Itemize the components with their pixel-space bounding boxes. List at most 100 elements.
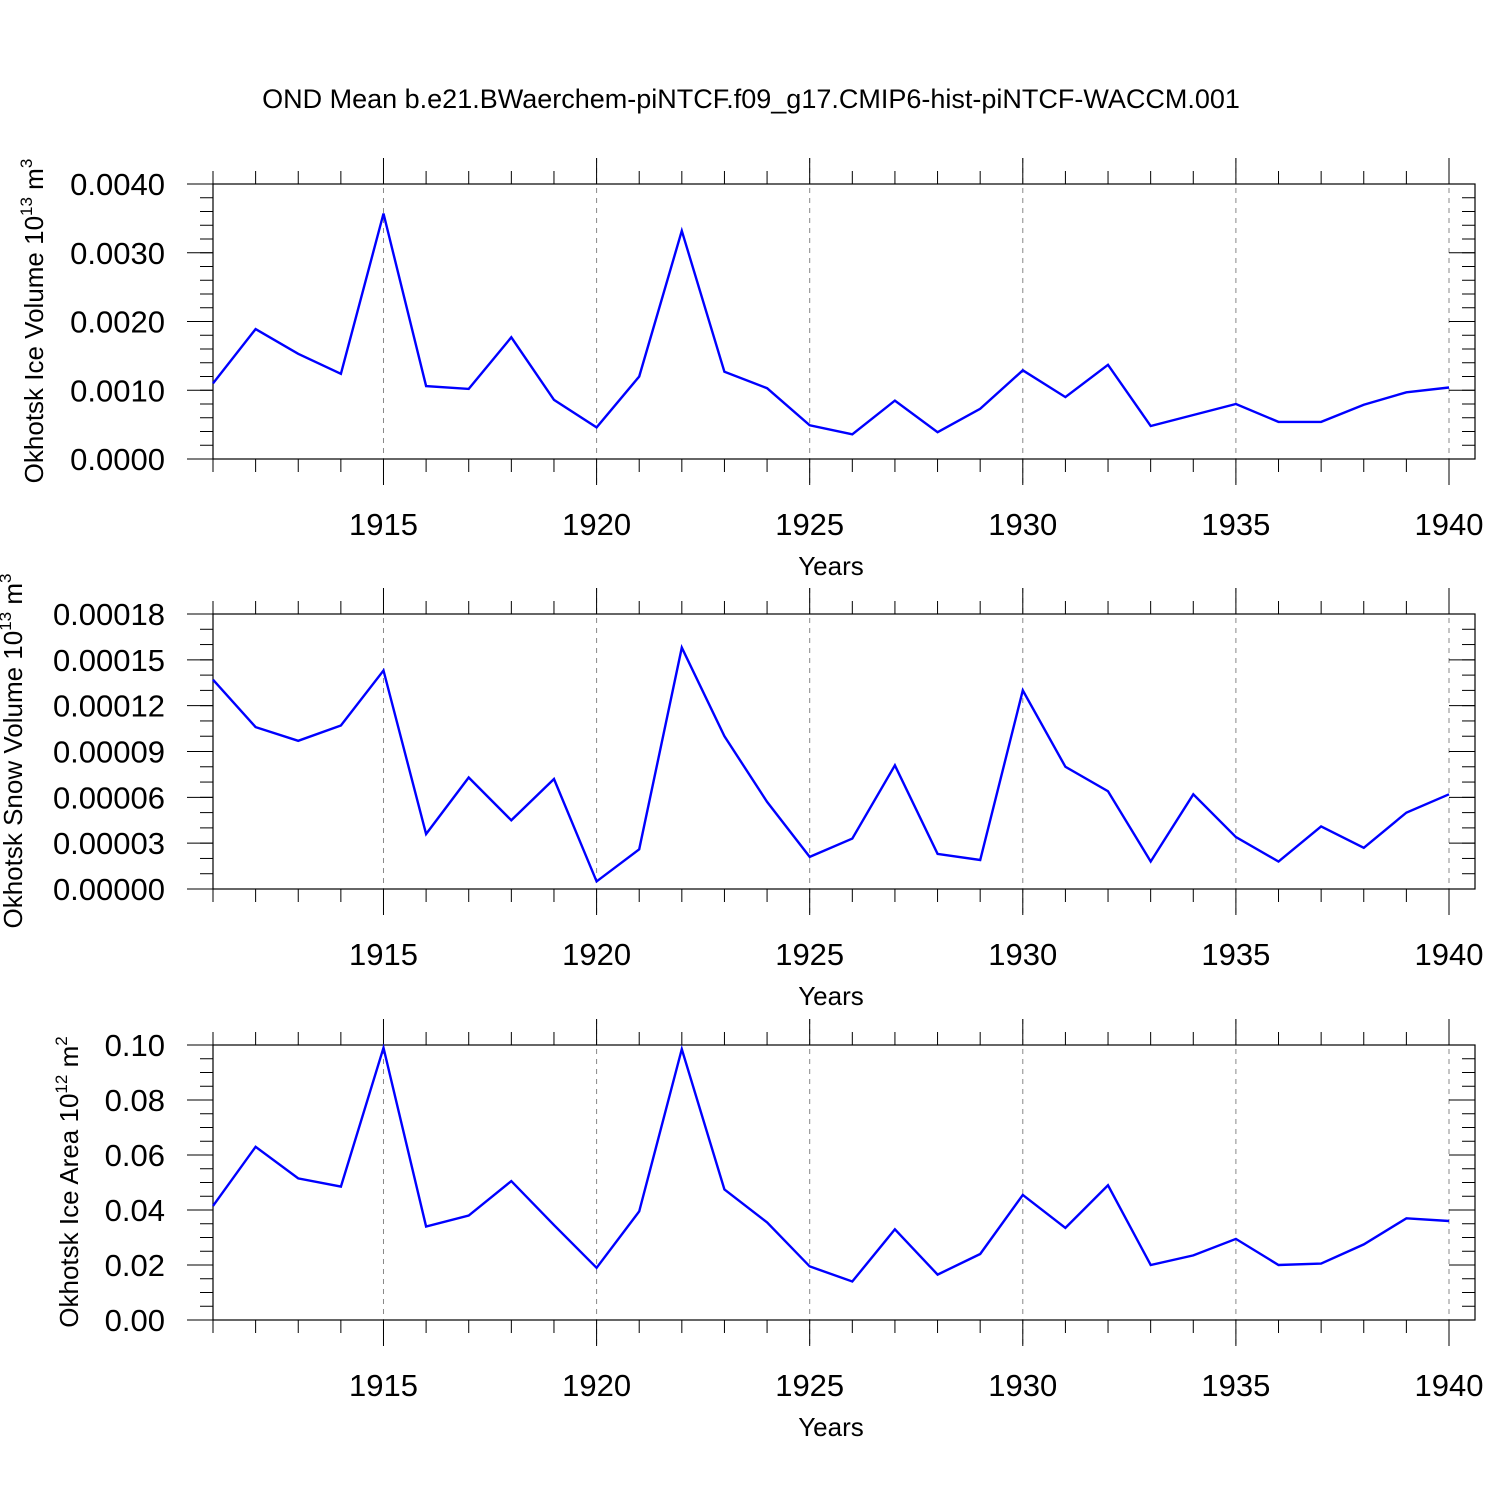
ice-area-y-tick-label: 0.06 xyxy=(105,1138,165,1173)
ice-area-y-tick-label: 0.00 xyxy=(105,1303,165,1338)
ice-area-data-point xyxy=(1447,1219,1451,1223)
ice-area-x-axis-label: Years xyxy=(798,1412,864,1442)
snow-volume-data-point xyxy=(339,724,343,728)
ice-volume-x-axis-label: Years xyxy=(798,551,864,581)
ice-area-y-axis-label: Okhotsk Ice Area 1012 m2 xyxy=(52,1036,84,1327)
snow-volume-data-point xyxy=(765,800,769,804)
snow-volume-data-point xyxy=(552,777,556,781)
ice-volume-data-point xyxy=(680,229,684,233)
ice-volume-data-point xyxy=(1149,424,1153,428)
ice-volume-data-point xyxy=(595,425,599,429)
ice-volume-data-point xyxy=(296,352,300,356)
snow-volume-x-tick-label: 1935 xyxy=(1201,937,1270,972)
ice-area-y-label-main: Okhotsk Ice Area 10 xyxy=(54,1094,84,1328)
ice-area-y-label-unit: m xyxy=(54,1046,84,1068)
ice-area-data-point xyxy=(765,1220,769,1224)
ice-volume-plot-frame xyxy=(212,183,1476,460)
ice-area-data-point xyxy=(1149,1263,1153,1267)
ice-area-data-point xyxy=(1021,1193,1025,1197)
snow-volume-y-tick-label: 0.00018 xyxy=(53,597,165,632)
ice-area-x-tick-label: 1935 xyxy=(1201,1368,1270,1403)
ice-area-y-label-exponent: 12 xyxy=(52,1075,71,1094)
ice-volume-y-label-exponent: 13 xyxy=(17,197,36,216)
ice-area-data-point xyxy=(1277,1263,1281,1267)
snow-volume-data-point xyxy=(722,734,726,738)
snow-volume-data-point xyxy=(254,725,258,729)
ice-volume-panel: Okhotsk Ice Volume 1013 m3 Years 1915 192… xyxy=(17,158,1483,581)
snow-volume-y-axis-label: Okhotsk Snow Volume 1013 m3 xyxy=(0,573,28,928)
ice-area-data-point xyxy=(1404,1216,1408,1220)
ice-volume-y-tick-label: 0.0020 xyxy=(70,305,165,340)
snow-volume-x-tick-label: 1925 xyxy=(775,937,844,972)
ice-area-panel: Okhotsk Ice Area 1012 m2 Years 1915 1920 1… xyxy=(52,1019,1483,1442)
ice-volume-data-point xyxy=(1447,386,1451,390)
snow-volume-y-tick-label: 0.00009 xyxy=(53,735,165,770)
ice-volume-y-tick-label: 0.0030 xyxy=(70,236,165,271)
ice-area-data-point xyxy=(382,1046,386,1050)
ice-volume-x-tick-label: 1920 xyxy=(562,507,631,542)
snow-volume-data-point xyxy=(680,646,684,650)
ice-area-x-tick-label: 1925 xyxy=(775,1368,844,1403)
ice-area-data-point xyxy=(1319,1262,1323,1266)
ice-area-data-point xyxy=(211,1204,215,1208)
ice-area-data-point xyxy=(1191,1253,1195,1257)
ice-volume-data-point xyxy=(1362,403,1366,407)
ice-area-data-point xyxy=(850,1280,854,1284)
snow-volume-data-point xyxy=(637,847,641,851)
ice-area-data-point xyxy=(509,1179,513,1183)
ice-volume-data-point xyxy=(893,399,897,403)
snow-volume-data-point xyxy=(978,858,982,862)
snow-volume-y-label-main: Okhotsk Snow Volume 10 xyxy=(0,631,28,929)
snow-volume-data-point xyxy=(1021,688,1025,692)
snow-volume-data-point xyxy=(808,855,812,859)
snow-volume-y-label-unit: m xyxy=(0,583,28,605)
ice-area-data-point xyxy=(254,1145,258,1149)
ice-area-data-point xyxy=(808,1264,812,1268)
ice-area-y-tick-label: 0.08 xyxy=(105,1083,165,1118)
snow-volume-data-point xyxy=(1277,860,1281,864)
snow-volume-data-point xyxy=(424,832,428,836)
ice-volume-x-tick-label: 1930 xyxy=(988,507,1057,542)
ice-area-data-point xyxy=(978,1252,982,1256)
ice-volume-data-point xyxy=(765,386,769,390)
snow-volume-y-tick-label: 0.00015 xyxy=(53,643,165,678)
ice-volume-y-axis-label: Okhotsk Ice Volume 1013 m3 xyxy=(17,159,49,484)
snow-volume-data-point xyxy=(1106,789,1110,793)
ice-area-data-point xyxy=(893,1227,897,1231)
snow-volume-y-tick-label: 0.00000 xyxy=(53,872,165,907)
ice-area-data-point xyxy=(296,1176,300,1180)
ice-area-data-point xyxy=(339,1185,343,1189)
ice-area-y-label-unit-exponent: 2 xyxy=(52,1036,71,1045)
snow-volume-data-point xyxy=(467,776,471,780)
snow-volume-data-point xyxy=(1149,860,1153,864)
ice-area-x-tick-label: 1920 xyxy=(562,1368,631,1403)
ice-area-data-point xyxy=(1234,1237,1238,1241)
ice-volume-data-point xyxy=(1063,395,1067,399)
ice-volume-data-point xyxy=(850,432,854,436)
ice-volume-data-point xyxy=(978,407,982,411)
ice-volume-data-point xyxy=(339,372,343,376)
ice-volume-data-point xyxy=(936,430,940,434)
ice-volume-data-point xyxy=(1234,402,1238,406)
ice-volume-y-label-unit-exponent: 3 xyxy=(17,159,36,168)
ice-area-data-point xyxy=(1063,1226,1067,1230)
snow-volume-x-tick-label: 1930 xyxy=(988,937,1057,972)
ice-volume-data-point xyxy=(211,381,215,385)
ice-volume-data-point xyxy=(1021,368,1025,372)
ice-area-data-point xyxy=(680,1047,684,1051)
ice-area-data-point xyxy=(467,1214,471,1218)
snow-volume-x-tick-label: 1940 xyxy=(1415,937,1484,972)
snow-volume-data-point xyxy=(595,879,599,883)
ice-area-data-point xyxy=(424,1225,428,1229)
ice-volume-data-point xyxy=(808,423,812,427)
ice-volume-data-point xyxy=(552,398,556,402)
ice-area-data-point xyxy=(1106,1183,1110,1187)
ice-area-x-tick-label: 1915 xyxy=(349,1368,418,1403)
snow-volume-data-point xyxy=(1447,792,1451,796)
ice-volume-x-tick-label: 1935 xyxy=(1201,507,1270,542)
snow-volume-y-label-unit-exponent: 3 xyxy=(0,573,15,582)
ice-volume-x-tick-label: 1915 xyxy=(349,507,418,542)
snow-volume-x-axis-label: Years xyxy=(798,981,864,1011)
snow-volume-y-tick-label: 0.00006 xyxy=(53,780,165,815)
